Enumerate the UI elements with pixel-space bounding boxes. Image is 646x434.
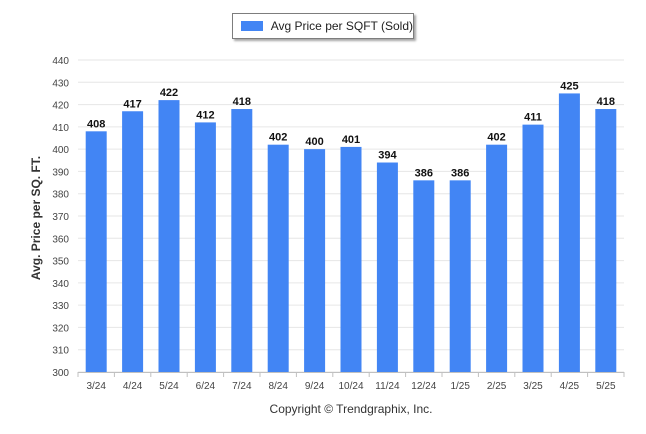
data-label: 394 <box>378 150 397 162</box>
bars <box>85 93 617 373</box>
bar <box>267 144 289 372</box>
x-tick-label: 12/24 <box>411 381 436 392</box>
legend-swatch <box>241 21 263 31</box>
x-tick-label: 11/24 <box>375 381 400 392</box>
bar <box>486 144 508 372</box>
data-label: 417 <box>123 98 141 110</box>
bar <box>522 124 544 372</box>
x-tick-labels: 3/24 4/24 5/24 6/24 7/24 8/24 9/24 10/24 11/24 12… <box>77 372 625 392</box>
y-tick-label: 420 <box>52 101 69 112</box>
x-tick-label: 6/24 <box>196 381 216 392</box>
x-tick-label: 3/25 <box>523 381 543 392</box>
bar <box>194 122 216 373</box>
y-tick-label: 310 <box>52 346 69 357</box>
data-label: 422 <box>160 87 178 99</box>
x-tick-label: 4/24 <box>123 381 143 392</box>
data-label: 386 <box>451 167 469 179</box>
y-axis-label: Avg. Price per SQ. FT. <box>29 155 43 281</box>
data-label: 386 <box>415 167 433 179</box>
x-tick-label: 9/24 <box>305 381 325 392</box>
x-tick-label: 10/24 <box>338 381 363 392</box>
bar <box>340 146 362 372</box>
copyright-footer: Copyright © Trendgraphix, Inc. <box>269 402 433 416</box>
x-tick-label: 8/24 <box>268 381 288 392</box>
data-label: 412 <box>196 109 214 121</box>
bar <box>558 93 580 372</box>
y-tick-label: 390 <box>52 167 69 178</box>
bar <box>158 100 180 372</box>
x-tick-label: 7/24 <box>232 381 252 392</box>
y-tick-label: 380 <box>52 190 69 201</box>
legend-label: Avg Price per SQFT (Sold) <box>270 19 413 33</box>
y-tick-label: 410 <box>52 123 69 134</box>
y-tick-label: 350 <box>52 257 69 268</box>
data-label: 401 <box>342 134 360 146</box>
data-label: 408 <box>87 118 105 130</box>
x-tick-label: 5/24 <box>159 381 179 392</box>
x-tick-label: 4/25 <box>560 381 580 392</box>
y-tick-label: 330 <box>52 301 69 312</box>
bar <box>449 180 471 372</box>
bar <box>231 109 253 373</box>
bar <box>595 109 617 373</box>
y-tick-label: 300 <box>52 368 69 379</box>
y-tick-label: 400 <box>52 145 69 156</box>
x-tick-label: 1/25 <box>450 381 470 392</box>
legend: Avg Price per SQFT (Sold) <box>232 13 414 39</box>
y-tick-labels: 300 310 320 330 340 350 360 370 380 390 400 410 420 4… <box>52 56 69 379</box>
y-tick-label: 360 <box>52 234 69 245</box>
bar <box>85 131 107 372</box>
bar <box>304 149 326 372</box>
data-labels: 408 417 422 412 418 402 400 401 394 386 386 402 411 4… <box>87 80 615 179</box>
data-label: 400 <box>305 136 323 148</box>
data-label: 418 <box>233 96 251 108</box>
x-tick-label: 2/25 <box>487 381 507 392</box>
y-tick-label: 370 <box>52 212 69 223</box>
data-label: 402 <box>487 132 505 144</box>
y-tick-label: 440 <box>52 56 69 67</box>
data-label: 411 <box>524 112 542 124</box>
data-label: 425 <box>560 80 578 92</box>
y-tick-label: 320 <box>52 323 69 334</box>
bar <box>376 162 398 372</box>
y-tick-label: 430 <box>52 78 69 89</box>
bar <box>413 180 435 372</box>
data-label: 418 <box>597 96 615 108</box>
x-tick-label: 5/25 <box>596 381 616 392</box>
data-label: 402 <box>269 132 287 144</box>
y-tick-label: 340 <box>52 279 69 290</box>
x-tick-label: 3/24 <box>86 381 106 392</box>
bar <box>122 111 144 372</box>
